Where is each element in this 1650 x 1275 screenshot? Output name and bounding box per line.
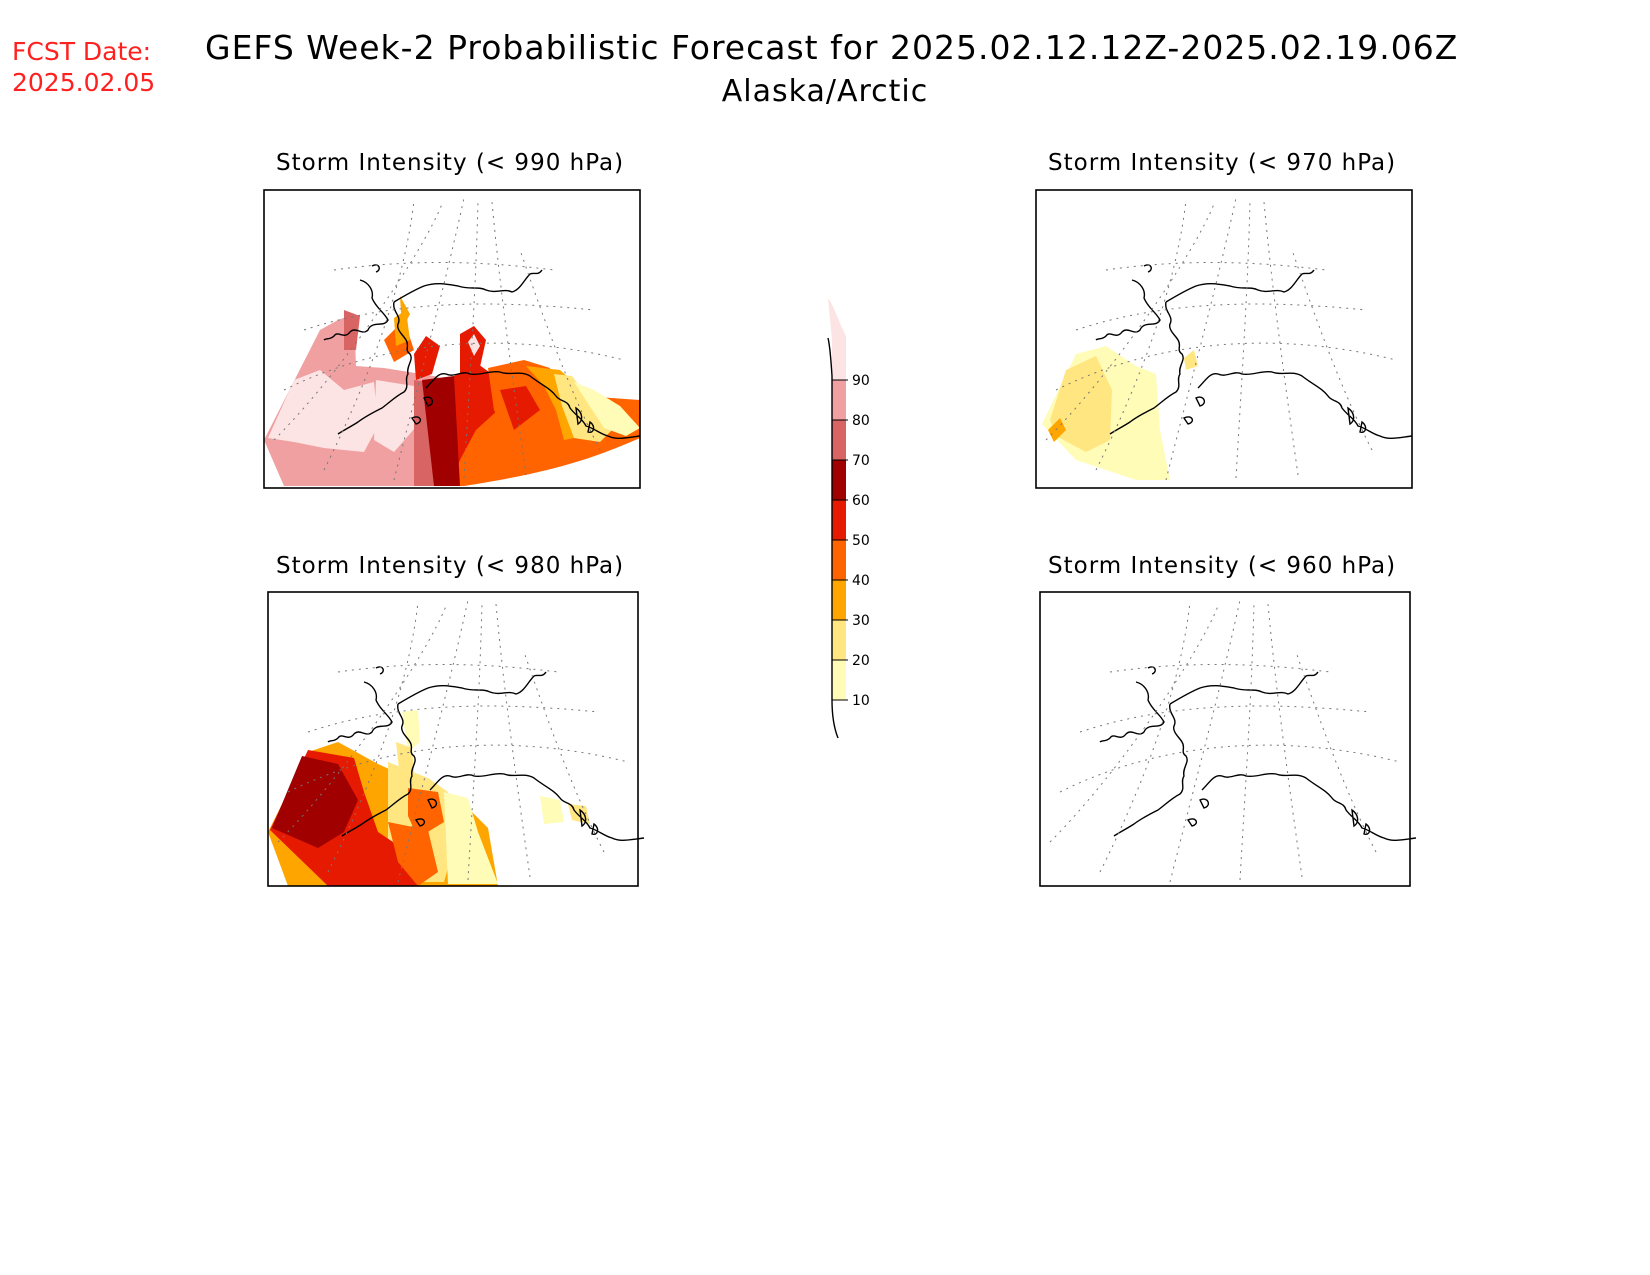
- panel-title-990: Storm Intensity (< 990 hPa): [276, 150, 625, 176]
- panel-title-980: Storm Intensity (< 980 hPa): [276, 553, 625, 579]
- probability-shading-990: [264, 296, 640, 486]
- map-frame-990: [263, 189, 641, 489]
- colorbar-swatch-5: [832, 460, 846, 500]
- panel-title-970: Storm Intensity (< 970 hPa): [1048, 150, 1397, 176]
- colorbar-edge: [827, 337, 839, 739]
- colorbar-top-tip: [828, 298, 846, 340]
- map-panel-960: [1039, 591, 1417, 887]
- panel-title-960: Storm Intensity (< 960 hPa): [1048, 553, 1397, 579]
- colorbar-label-10: 10: [852, 693, 870, 709]
- colorbar-label-70: 70: [852, 453, 870, 469]
- map-frame-970: [1035, 189, 1413, 489]
- probability-colorbar: 10 20 30 40 50 60 70 80 90: [827, 298, 870, 739]
- colorbar-label-60: 60: [852, 493, 870, 509]
- colorbar-swatch-6: [832, 420, 846, 460]
- map-panel-970: [1035, 189, 1413, 489]
- forecast-date-label: FCST Date: 2025.02.05: [12, 36, 155, 98]
- probability-shading-980: [268, 710, 590, 886]
- map-panel-980: [267, 591, 645, 887]
- colorbar-swatch-7: [832, 380, 846, 420]
- colorbar-label-20: 20: [852, 653, 870, 669]
- colorbar-label-90: 90: [852, 373, 870, 389]
- map-frame-960: [1039, 591, 1411, 887]
- main-title: GEFS Week-2 Probabilistic Forecast for 2…: [205, 28, 1459, 67]
- map-frame-980: [267, 591, 639, 887]
- colorbar-swatch-3: [832, 540, 846, 580]
- colorbar-label-40: 40: [852, 573, 870, 589]
- colorbar-label-50: 50: [852, 533, 870, 549]
- colorbar-label-30: 30: [852, 613, 870, 629]
- map-panel-990: [263, 189, 641, 489]
- probability-shading-970: [1042, 346, 1198, 480]
- colorbar-swatch-2: [832, 580, 846, 620]
- colorbar-swatch-1: [832, 620, 846, 660]
- region-subtitle: Alaska/Arctic: [721, 74, 929, 109]
- colorbar-swatch-4: [832, 500, 846, 540]
- colorbar-swatch-8: [832, 340, 846, 380]
- fcst-date-value: 2025.02.05: [12, 68, 156, 97]
- fcst-date-caption: FCST Date:: [12, 37, 152, 66]
- colorbar-label-80: 80: [852, 413, 870, 429]
- colorbar-swatch-0: [832, 660, 846, 700]
